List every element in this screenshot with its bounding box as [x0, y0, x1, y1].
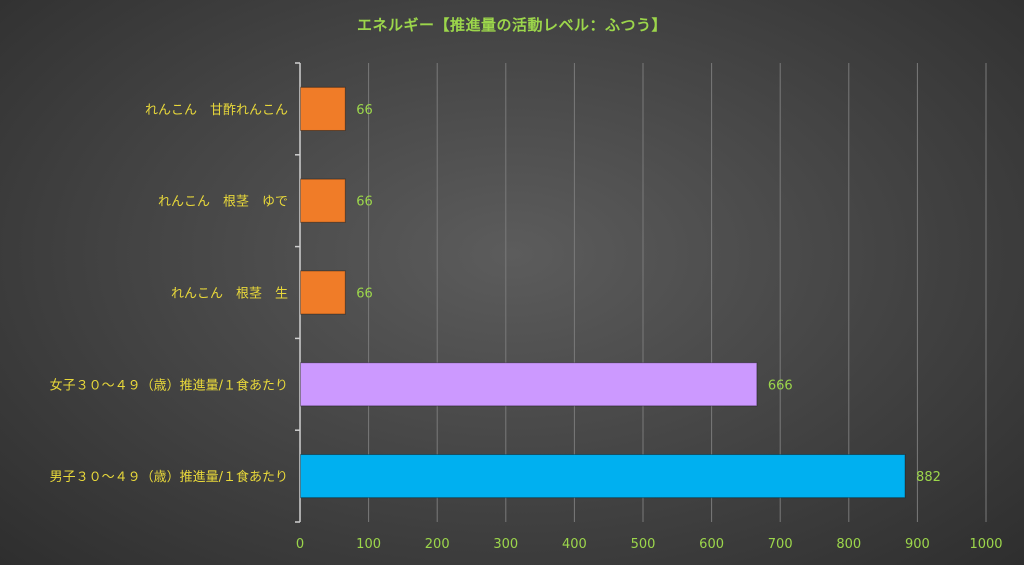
x-tick-label-100: 100 — [356, 537, 381, 552]
category-label-2: れんこん 根茎 生 — [171, 287, 288, 302]
bar-4 — [300, 454, 906, 499]
bar-1 — [300, 178, 346, 223]
bar-0 — [300, 86, 346, 131]
data-label-1: 66 — [356, 195, 373, 210]
x-tick-label-600: 600 — [699, 537, 724, 552]
x-tick-label-900: 900 — [905, 537, 930, 552]
data-label-2: 66 — [356, 287, 373, 302]
x-tick-label-500: 500 — [631, 537, 656, 552]
data-label-4: 882 — [916, 470, 941, 485]
data-label-0: 66 — [356, 103, 373, 118]
category-label-1: れんこん 根茎 ゆで — [158, 195, 288, 210]
category-label-0: れんこん 甘酢れんこん — [145, 103, 288, 118]
x-tick-label-700: 700 — [768, 537, 793, 552]
data-label-3: 666 — [768, 378, 793, 393]
x-tick-label-400: 400 — [562, 537, 587, 552]
x-tick-label-300: 300 — [493, 537, 518, 552]
category-label-4: 男子３０～４９（歳）推進量/１食あたり — [50, 469, 288, 485]
labels: 0 100 200 300 400 500 600 700 800 900 1000 れんこん 甘酢れ… — [50, 103, 1003, 552]
gridlines — [368, 63, 987, 522]
y-axis — [295, 62, 301, 523]
bars — [300, 86, 906, 499]
bar-3 — [300, 362, 758, 407]
category-label-3: 女子３０～４９（歳）推進量/１食あたり — [50, 377, 288, 393]
x-tick-label-0: 0 — [296, 537, 304, 552]
x-tick-label-800: 800 — [836, 537, 861, 552]
x-tick-label-1000: 1000 — [969, 537, 1002, 552]
x-tick-label-200: 200 — [425, 537, 450, 552]
bar-2 — [300, 270, 346, 315]
chart-title: エネルギー【推進量の活動レベル：ふつう】 — [356, 16, 667, 34]
